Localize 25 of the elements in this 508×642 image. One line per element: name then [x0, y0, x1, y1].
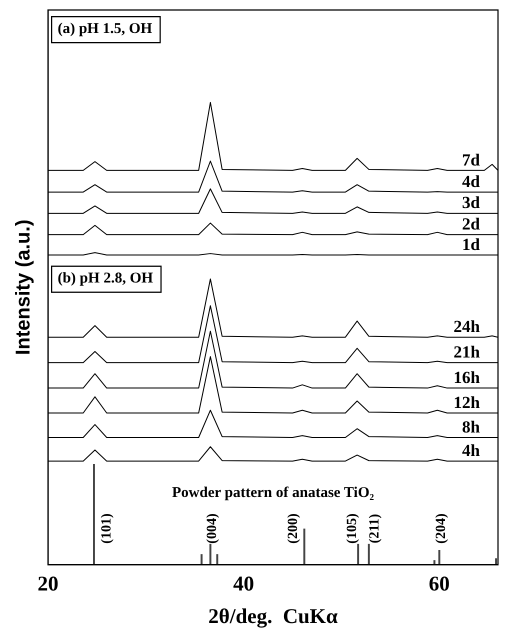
series-label: 21h — [454, 342, 481, 362]
text: (a) pH 1.5, OH — [58, 21, 153, 38]
x-axis-title: 2θ/deg. CuKα — [208, 604, 338, 628]
series-label: 1d — [462, 234, 481, 254]
x-tick-label: 60 — [428, 572, 450, 596]
series-label: 8h — [462, 417, 481, 436]
annotation: Powder pattern of anatase TiO₂ — [172, 485, 374, 502]
annotation: (b) pH 2.8, OH — [58, 270, 154, 287]
series-label: 24h — [454, 317, 481, 336]
annotation: (211) — [367, 513, 382, 544]
series-label: 16h — [454, 368, 481, 387]
annotation: (204) — [434, 513, 449, 544]
annotation: (105) — [344, 513, 360, 544]
series-label: 7d — [462, 150, 481, 170]
series-label: 4d — [462, 172, 481, 191]
series-label: 4h — [462, 440, 481, 460]
x-tick-label: 40 — [233, 572, 254, 596]
series-label: 12h — [454, 392, 481, 412]
series-label: 2d — [462, 214, 481, 234]
x-tick-label: 20 — [38, 572, 58, 596]
annotation: (101) — [99, 513, 114, 544]
series-label: 3d — [462, 193, 481, 212]
annotation: (004) — [204, 513, 220, 544]
y-axis-title: Intensity (a.u.) — [12, 220, 35, 356]
annotation: (200) — [286, 513, 302, 544]
